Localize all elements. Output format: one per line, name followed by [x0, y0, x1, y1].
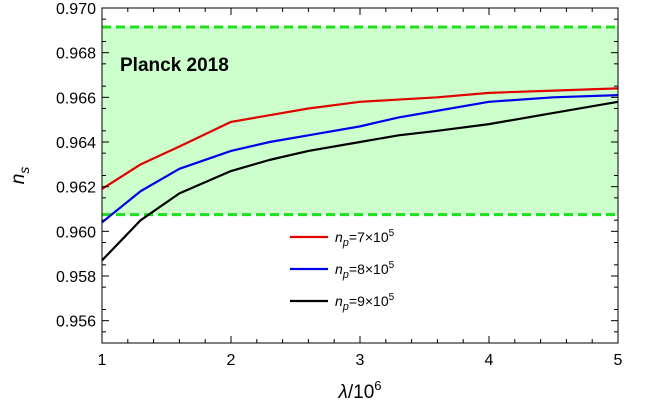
- legend-text: =8×10: [349, 261, 389, 277]
- y-tick-label: 0.966: [56, 90, 96, 107]
- legend-exponent: 5: [389, 228, 395, 239]
- legend-subscript: p: [342, 269, 349, 281]
- series-line-3: [101, 100, 619, 262]
- legend-label-3: np=9×105: [335, 292, 395, 313]
- band-label: Planck 2018: [120, 55, 229, 76]
- legend-exponent: 5: [389, 260, 395, 271]
- legend-exponent: 5: [389, 292, 395, 303]
- y-axis-subscript: s: [16, 167, 32, 174]
- legend-symbol: n: [335, 229, 343, 245]
- x-axis-text: /10: [348, 382, 374, 403]
- legend-text: =7×10: [349, 229, 389, 245]
- legend-text: =9×10: [349, 293, 389, 309]
- y-tick-label: 0.956: [56, 314, 96, 331]
- planck-band: [102, 25, 618, 217]
- y-tick-label: 0.962: [56, 180, 96, 197]
- x-axis-label: λ/106: [337, 378, 381, 403]
- legend-subscript: p: [342, 301, 349, 313]
- y-axis-label: ns: [8, 167, 32, 185]
- series-line-2: [101, 94, 619, 224]
- y-tick-label: 0.968: [56, 46, 96, 63]
- legend-symbol: n: [335, 261, 343, 277]
- x-tick-label: 2: [227, 352, 236, 369]
- y-tick-label: 0.970: [56, 1, 96, 18]
- x-tick-label: 4: [485, 352, 494, 369]
- x-tick-label: 3: [356, 352, 365, 369]
- y-axis-symbol: n: [8, 174, 29, 185]
- x-tick-label: 5: [614, 352, 623, 369]
- y-tick-label: 0.960: [56, 224, 96, 241]
- y-tick-label: 0.964: [56, 135, 96, 152]
- legend-subscript: p: [342, 237, 349, 249]
- series-lines: [101, 87, 619, 262]
- axis-ticks: 1 2 3 4 5 0.956 0.958 0.960 0.962 0.964 0.966 0.968…: [56, 1, 623, 369]
- y-tick-label: 0.958: [56, 269, 96, 286]
- legend-symbol: n: [335, 293, 343, 309]
- legend-label-2: np=8×105: [335, 260, 395, 281]
- x-tick-label: 1: [98, 352, 107, 369]
- x-axis-exponent: 6: [374, 378, 381, 393]
- series-line-1: [101, 87, 619, 190]
- x-axis-symbol: λ: [337, 382, 347, 403]
- legend-label-1: np=7×105: [335, 228, 395, 249]
- band-fill: [102, 26, 618, 215]
